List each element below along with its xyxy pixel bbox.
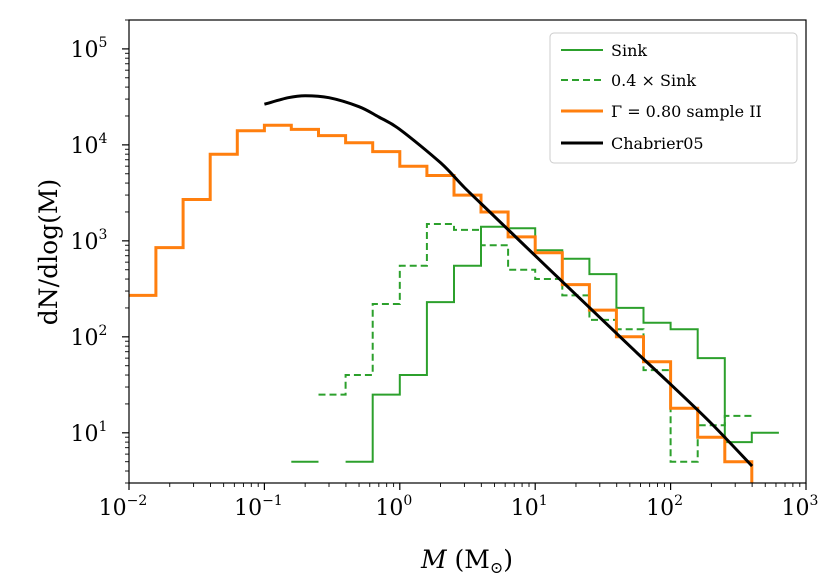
series-layer [129,94,779,483]
legend-label-sink: Sink [611,41,647,60]
x-tick-label: 10−1 [234,493,283,521]
series-chabrier05-line [264,94,754,468]
y-tick-label: 105 [71,35,108,63]
ticks-layer: 10−2 10−1 100 101 102 103 101 102 103 104 105 [71,19,819,521]
y-axis-title: dN/dlog(M) [34,179,63,325]
x-tick-label: 102 [646,493,683,521]
x-axis-unit: M [464,545,490,574]
x-tick-label: 10−2 [99,493,148,521]
y-tick-label: 104 [71,131,108,159]
x-axis-title: M (M⊙) [420,545,513,577]
legend-label-chabrier: Chabrier05 [611,134,704,153]
x-tick-label: 103 [782,493,819,521]
x-tick-label: 101 [511,493,548,521]
series-0-4-sink-step-run [318,223,752,463]
series-0-80-sample-ii-step-run [129,123,754,483]
x-tick-label: 100 [375,493,412,521]
y-tick-label: 102 [71,323,108,351]
x-axis-sub: ⊙ [490,558,503,577]
legend: Sink 0.4 × Sink Γ = 0.80 sample II Chabr… [549,32,798,164]
y-tick-label: 103 [71,227,108,255]
plot-frame [128,19,807,484]
legend-box [549,32,798,164]
y-tick-label: 101 [71,419,108,447]
x-axis-var: M [420,545,448,574]
series-0-4-sink [318,223,752,463]
legend-label-gamma: Γ = 0.80 sample II [611,102,762,121]
series-chabrier05 [264,94,754,468]
series-sink [291,225,779,463]
legend-label-scaled-sink: 0.4 × Sink [611,71,696,90]
